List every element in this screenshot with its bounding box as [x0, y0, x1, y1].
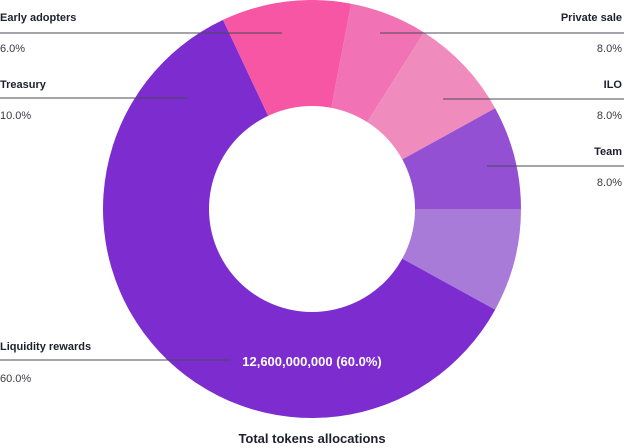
label-ilo: ILO	[604, 79, 623, 91]
label-early-adopters: Early adopters	[0, 12, 76, 24]
label-liquidity-rewards: Liquidity rewards	[0, 341, 91, 353]
donut-hole	[209, 106, 415, 312]
value-liquidity-rewards: 60.0%	[0, 373, 31, 385]
value-early-adopters: 6.0%	[0, 43, 25, 55]
value-treasury: 10.0%	[0, 110, 31, 122]
chart-title: Total tokens allocations	[238, 431, 385, 446]
value-team: 8.0%	[597, 177, 622, 189]
value-ilo: 8.0%	[597, 110, 622, 122]
value-private-sale: 8.0%	[597, 43, 622, 55]
label-team: Team	[594, 146, 622, 158]
label-treasury: Treasury	[0, 79, 47, 91]
label-private-sale: Private sale	[561, 12, 622, 24]
liquidity-rewards-amount-label: 12,600,000,000 (60.0%)	[242, 354, 382, 369]
leader-lines	[0, 32, 624, 361]
donut-slices	[103, 0, 521, 418]
